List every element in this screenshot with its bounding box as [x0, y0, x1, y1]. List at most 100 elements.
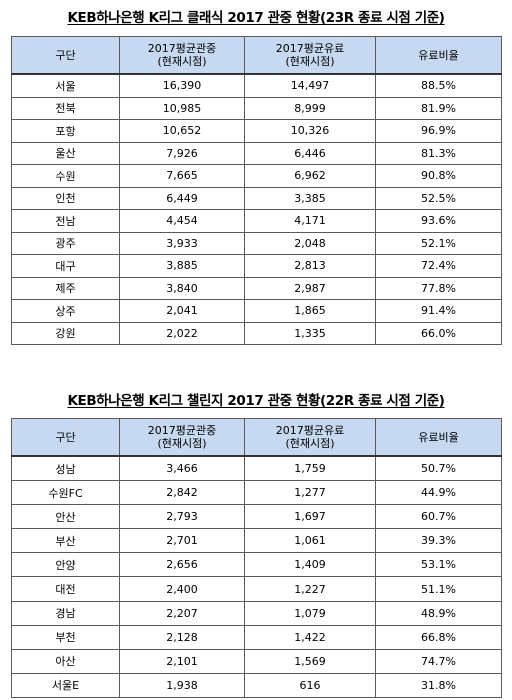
- cell-paid-ratio: 74.7%: [375, 648, 502, 674]
- cell-avg-attendance: 3,933: [119, 231, 245, 255]
- cell-paid-ratio: 44.9%: [375, 480, 502, 506]
- table1-body: 서울 16,390 14,497 88.5% 전북 10,985 8,999 81.9% 포항 1…: [11, 73, 502, 345]
- cell-paid-ratio: 66.0%: [375, 321, 502, 345]
- cell-avg-attendance: 2,701: [119, 528, 245, 554]
- table-row: 서울 16,390 14,497 88.5%: [11, 73, 502, 98]
- table-row: 대전 2,400 1,227 51.1%: [11, 576, 502, 602]
- cell-paid-ratio: 50.7%: [375, 455, 502, 482]
- cell-avg-attendance: 4,454: [119, 209, 245, 233]
- cell-avg-attendance: 2,041: [119, 299, 245, 323]
- header-line: (현재시점): [285, 437, 335, 450]
- table-row: 부산 2,701 1,061 39.3%: [11, 528, 502, 554]
- table-row: 아산 2,101 1,569 74.7%: [11, 648, 502, 674]
- cell-paid-ratio: 31.8%: [375, 672, 502, 698]
- table-row: 인천 6,449 3,385 52.5%: [11, 186, 502, 210]
- header-line: (현재시점): [285, 55, 335, 68]
- cell-paid-ratio: 51.1%: [375, 576, 502, 602]
- column-header-paid-ratio: 유료비율: [375, 418, 502, 457]
- table-row: 수원FC 2,842 1,277 44.9%: [11, 480, 502, 506]
- table-row: 서울E 1,938 616 31.8%: [11, 672, 502, 698]
- cell-avg-paid: 1,277: [244, 480, 376, 506]
- cell-avg-attendance: 3,840: [119, 276, 245, 300]
- cell-avg-paid: 14,497: [244, 73, 376, 98]
- table2-title: KEB하나은행 K리그 챌린지 2017 관중 현황(22R 종료 시점 기준): [67, 393, 445, 409]
- cell-paid-ratio: 96.9%: [375, 119, 502, 143]
- table-row: 경남 2,207 1,079 48.9%: [11, 600, 502, 626]
- cell-avg-attendance: 2,022: [119, 321, 245, 345]
- cell-region: 아산: [11, 648, 120, 674]
- table2-header-row: 구단 2017평균관중 (현재시점) 2017평균유료 (현재시점) 유료비율: [11, 418, 502, 457]
- cell-paid-ratio: 90.8%: [375, 164, 502, 188]
- cell-region: 수원: [11, 164, 120, 188]
- cell-region: 안산: [11, 504, 120, 530]
- cell-region: 부산: [11, 528, 120, 554]
- cell-region: 포항: [11, 119, 120, 143]
- cell-avg-paid: 1,079: [244, 600, 376, 626]
- cell-avg-attendance: 1,938: [119, 672, 245, 698]
- table1-title: KEB하나은행 K리그 클래식 2017 관중 현황(23R 종료 시점 기준): [67, 10, 445, 26]
- cell-avg-paid: 616: [244, 672, 376, 698]
- cell-avg-attendance: 2,400: [119, 576, 245, 602]
- table-row: 부천 2,128 1,422 66.8%: [11, 624, 502, 650]
- cell-paid-ratio: 77.8%: [375, 276, 502, 300]
- column-header-avg-attendance: 2017평균관중 (현재시점): [119, 36, 245, 75]
- cell-avg-attendance: 10,652: [119, 119, 245, 143]
- cell-paid-ratio: 48.9%: [375, 600, 502, 626]
- cell-region: 울산: [11, 141, 120, 165]
- cell-avg-paid: 1,697: [244, 504, 376, 530]
- column-header-region: 구단: [11, 418, 120, 457]
- cell-avg-paid: 6,446: [244, 141, 376, 165]
- cell-paid-ratio: 72.4%: [375, 254, 502, 278]
- cell-avg-paid: 1,061: [244, 528, 376, 554]
- table-row: 안양 2,656 1,409 53.1%: [11, 552, 502, 578]
- cell-region: 부천: [11, 624, 120, 650]
- cell-avg-attendance: 3,466: [119, 455, 245, 482]
- table-row: 대구 3,885 2,813 72.4%: [11, 254, 502, 278]
- table-row: 강원 2,022 1,335 66.0%: [11, 321, 502, 345]
- cell-avg-attendance: 7,665: [119, 164, 245, 188]
- table1-classic-attendance: 구단 2017평균관중 (현재시점) 2017평균유료 (현재시점) 유료비율 …: [11, 36, 502, 345]
- cell-region: 경남: [11, 600, 120, 626]
- cell-avg-paid: 2,048: [244, 231, 376, 255]
- cell-avg-attendance: 3,885: [119, 254, 245, 278]
- column-header-paid-ratio: 유료비율: [375, 36, 502, 75]
- cell-avg-paid: 1,759: [244, 455, 376, 482]
- cell-avg-paid: 1,865: [244, 299, 376, 323]
- cell-avg-attendance: 7,926: [119, 141, 245, 165]
- header-line: 2017평균유료: [275, 42, 345, 55]
- cell-avg-paid: 2,813: [244, 254, 376, 278]
- cell-region: 수원FC: [11, 480, 120, 506]
- table2-challenge-attendance: 구단 2017평균관중 (현재시점) 2017평균유료 (현재시점) 유료비율 …: [11, 418, 502, 698]
- cell-avg-paid: 1,409: [244, 552, 376, 578]
- column-header-region: 구단: [11, 36, 120, 75]
- cell-region: 상주: [11, 299, 120, 323]
- cell-avg-paid: 3,385: [244, 186, 376, 210]
- cell-region: 성남: [11, 455, 120, 482]
- header-line: 2017평균관중: [147, 42, 217, 55]
- cell-region: 전남: [11, 209, 120, 233]
- cell-avg-attendance: 16,390: [119, 73, 245, 98]
- cell-avg-paid: 2,987: [244, 276, 376, 300]
- cell-region: 서울E: [11, 672, 120, 698]
- cell-paid-ratio: 39.3%: [375, 528, 502, 554]
- header-line: 2017평균관중: [147, 424, 217, 437]
- cell-region: 강원: [11, 321, 120, 345]
- cell-region: 안양: [11, 552, 120, 578]
- table-row: 포항 10,652 10,326 96.9%: [11, 119, 502, 143]
- table-row: 전북 10,985 8,999 81.9%: [11, 96, 502, 120]
- cell-avg-attendance: 2,128: [119, 624, 245, 650]
- cell-avg-paid: 1,422: [244, 624, 376, 650]
- cell-region: 대구: [11, 254, 120, 278]
- table-row: 광주 3,933 2,048 52.1%: [11, 231, 502, 255]
- cell-paid-ratio: 88.5%: [375, 73, 502, 98]
- cell-paid-ratio: 66.8%: [375, 624, 502, 650]
- cell-avg-paid: 6,962: [244, 164, 376, 188]
- cell-paid-ratio: 52.5%: [375, 186, 502, 210]
- cell-avg-attendance: 2,101: [119, 648, 245, 674]
- cell-paid-ratio: 52.1%: [375, 231, 502, 255]
- cell-avg-paid: 10,326: [244, 119, 376, 143]
- cell-paid-ratio: 60.7%: [375, 504, 502, 530]
- cell-avg-paid: 1,569: [244, 648, 376, 674]
- column-header-avg-paid: 2017평균유료 (현재시점): [244, 36, 376, 75]
- table-row: 제주 3,840 2,987 77.8%: [11, 276, 502, 300]
